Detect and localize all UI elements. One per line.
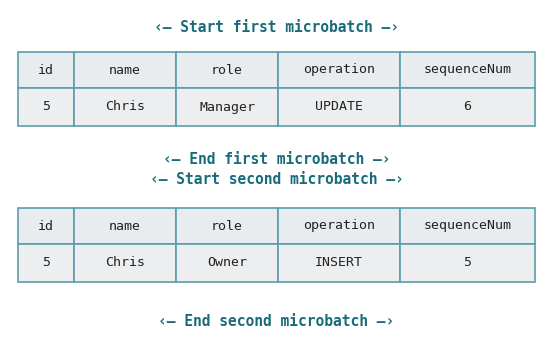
Text: UPDATE: UPDATE	[315, 101, 363, 114]
Bar	[74, 88, 176, 126]
Text: ‹– End second microbatch –›: ‹– End second microbatch –›	[158, 313, 395, 328]
Bar	[74, 52, 176, 88]
Text: 5: 5	[42, 101, 50, 114]
Bar	[18, 244, 74, 282]
Text: operation: operation	[303, 63, 375, 76]
Bar	[176, 52, 278, 88]
Text: name: name	[109, 220, 141, 233]
Bar	[18, 88, 74, 126]
Bar	[278, 88, 400, 126]
Text: id: id	[38, 220, 54, 233]
Text: Chris: Chris	[105, 101, 145, 114]
Bar	[400, 244, 535, 282]
Text: sequenceNum: sequenceNum	[424, 63, 512, 76]
Text: ‹– Start second microbatch –›: ‹– Start second microbatch –›	[150, 173, 403, 188]
Text: Chris: Chris	[105, 256, 145, 269]
Text: Manager: Manager	[199, 101, 255, 114]
Bar	[400, 52, 535, 88]
Text: 5: 5	[42, 256, 50, 269]
Bar	[176, 208, 278, 244]
Bar	[278, 208, 400, 244]
Bar	[176, 88, 278, 126]
Text: Owner: Owner	[207, 256, 247, 269]
Bar	[278, 244, 400, 282]
Bar	[400, 88, 535, 126]
Bar	[400, 208, 535, 244]
Text: 6: 6	[463, 101, 472, 114]
Bar	[74, 244, 176, 282]
Text: id: id	[38, 63, 54, 76]
Bar	[278, 52, 400, 88]
Text: role: role	[211, 63, 243, 76]
Bar	[74, 208, 176, 244]
Text: operation: operation	[303, 220, 375, 233]
Bar	[18, 208, 74, 244]
Text: 5: 5	[463, 256, 472, 269]
Bar	[18, 52, 74, 88]
Text: ‹– End first microbatch –›: ‹– End first microbatch –›	[163, 151, 390, 166]
Text: ‹– Start first microbatch –›: ‹– Start first microbatch –›	[154, 20, 399, 35]
Text: role: role	[211, 220, 243, 233]
Text: sequenceNum: sequenceNum	[424, 220, 512, 233]
Text: INSERT: INSERT	[315, 256, 363, 269]
Text: name: name	[109, 63, 141, 76]
Bar	[176, 244, 278, 282]
